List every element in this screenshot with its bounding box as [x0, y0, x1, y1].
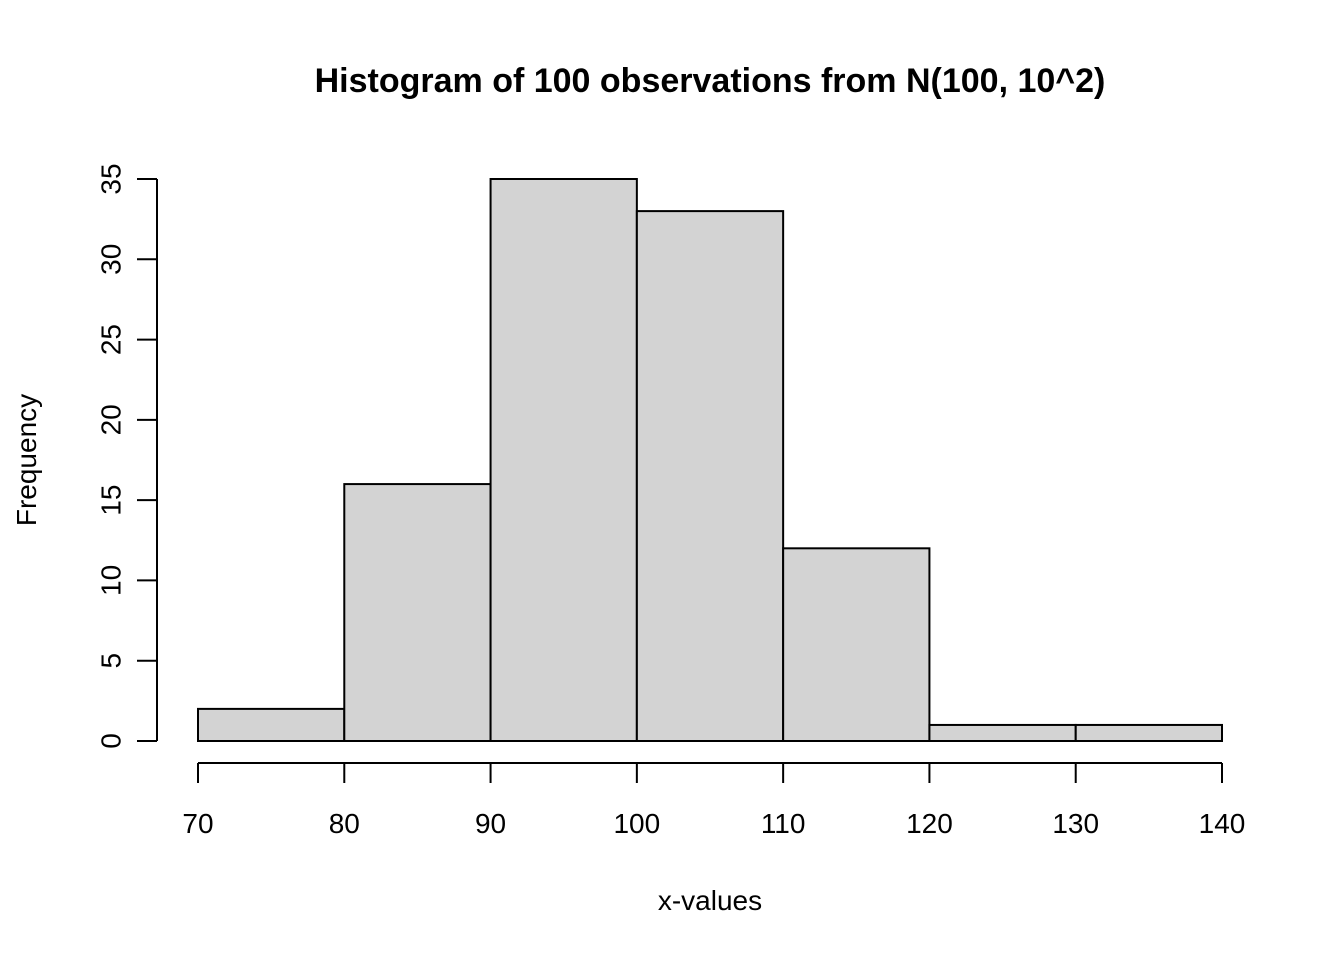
y-tick-label-5: 25: [96, 324, 127, 355]
histogram-bar-3: [635, 210, 785, 743]
x-tick-label-4: 110: [761, 808, 806, 839]
histogram-bar-0: [197, 707, 346, 743]
histogram-bar-2: [489, 178, 638, 742]
x-tick-label-7: 140: [1199, 808, 1246, 839]
histogram-bar-4: [782, 547, 931, 742]
y-tick-label-7: 35: [96, 163, 127, 194]
y-tick-label-4: 20: [96, 404, 127, 435]
y-tick-label-2: 10: [96, 565, 127, 596]
x-tick-label-1: 80: [329, 808, 360, 839]
x-tick-label-2: 90: [475, 808, 506, 839]
histogram-bar-5: [928, 723, 1077, 743]
y-axis-title: Frequency: [11, 394, 42, 526]
histogram-bar-1: [343, 483, 492, 742]
y-tick-label-6: 30: [96, 244, 127, 275]
bars-group: [197, 178, 1223, 743]
y-tick-label-0: 0: [96, 733, 127, 749]
x-axis-title: x-values: [658, 885, 762, 916]
histogram-bar-6: [1074, 723, 1223, 743]
y-tick-label-1: 5: [96, 653, 127, 669]
y-axis: 0 5 10 15 20 25 30 35: [96, 163, 158, 749]
x-tick-label-0: 70: [182, 808, 213, 839]
y-tick-label-3: 15: [96, 485, 127, 516]
x-tick-label-6: 130: [1052, 808, 1099, 839]
x-axis: 70 80 90 100 110 120 130 140: [182, 762, 1246, 839]
chart-title: Histogram of 100 observations from N(100…: [315, 62, 1106, 100]
x-tick-label-5: 120: [906, 808, 953, 839]
x-tick-label-3: 100: [613, 808, 660, 839]
